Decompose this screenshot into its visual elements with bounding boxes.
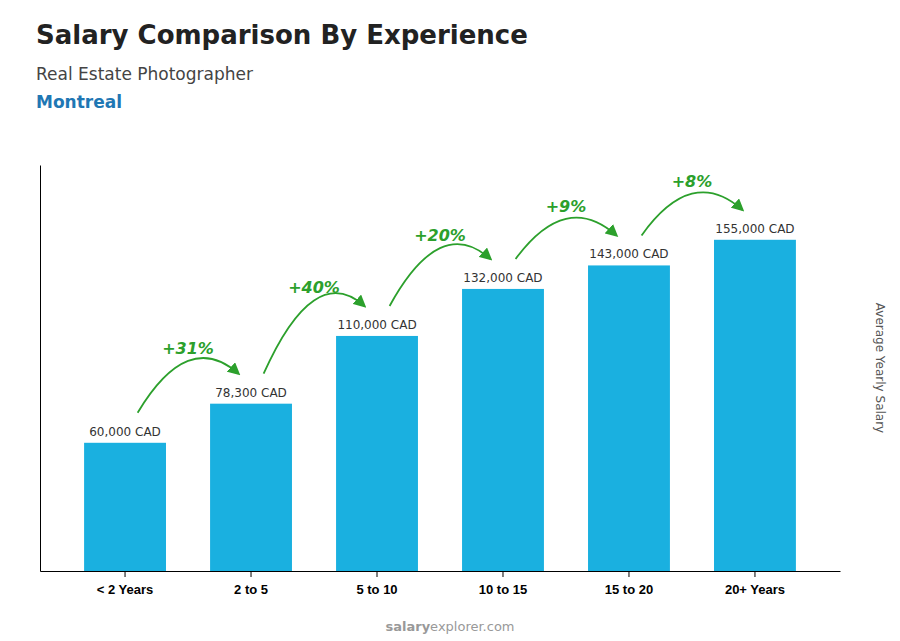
change-label: +9% (546, 197, 587, 216)
y-axis-title: Average Yearly Salary (873, 303, 887, 433)
watermark: salaryexplorer.com (385, 619, 514, 634)
x-tick-mark (628, 571, 629, 577)
title: Salary Comparison By Experience (36, 20, 528, 50)
x-tick-label: 15 to 20 (605, 582, 653, 597)
change-label: +40% (288, 278, 340, 297)
x-tick: 2 to 5 (234, 571, 268, 597)
x-tick-label: 10 to 15 (479, 582, 527, 597)
y-axis (40, 166, 41, 572)
x-tick-mark (251, 571, 252, 577)
x-tick-label: < 2 Years (97, 582, 154, 597)
watermark-part: salary (385, 619, 430, 634)
subtitle: Real Estate Photographer (36, 64, 253, 84)
change-arrow (138, 358, 239, 413)
x-tick-label: 5 to 10 (356, 582, 397, 597)
x-tick: < 2 Years (97, 571, 154, 597)
change-arrow (390, 244, 491, 306)
change-label: +8% (672, 172, 713, 191)
change-label: +31% (162, 339, 214, 358)
x-tick: 10 to 15 (479, 571, 527, 597)
change-arrow (516, 218, 617, 259)
change-arrow (642, 192, 743, 235)
chart: Salary Comparison By Experience Real Esta… (0, 0, 900, 641)
x-tick-mark (125, 571, 126, 577)
change-label: +20% (414, 226, 466, 245)
bar (210, 404, 292, 571)
change-arrow (264, 293, 365, 374)
data-label: 143,000 CAD (589, 247, 668, 261)
x-tick: 20+ Years (725, 571, 785, 597)
bar (588, 265, 670, 571)
bar (336, 336, 418, 571)
x-axis: < 2 Years 2 to 5 5 to 10 10 to 15 15 to 20 20… (41, 571, 841, 597)
bars (84, 240, 796, 571)
data-label: 155,000 CAD (715, 222, 794, 236)
data-label: 60,000 CAD (89, 425, 161, 439)
watermark-part: explorer.com (430, 619, 514, 634)
data-label: 78,300 CAD (215, 386, 287, 400)
x-tick: 5 to 10 (356, 571, 397, 597)
data-label: 132,000 CAD (463, 271, 542, 285)
x-axis-line (41, 571, 841, 572)
annotation: Montreal (36, 92, 122, 112)
x-tick-mark (377, 571, 378, 577)
data-labels: 60,000 CAD 78,300 CAD 110,000 CAD 132,000 C… (89, 222, 794, 439)
x-tick-mark (502, 571, 503, 577)
change-annotations: +31% +40% +20% +9% +8% (138, 172, 743, 413)
x-tick: 15 to 20 (605, 571, 653, 597)
y-axis-line (40, 166, 41, 572)
bar (84, 443, 166, 571)
x-tick-label: 20+ Years (725, 582, 785, 597)
data-label: 110,000 CAD (337, 318, 416, 332)
x-tick-mark (754, 571, 755, 577)
bar (714, 240, 796, 571)
x-tick-label: 2 to 5 (234, 582, 268, 597)
bar (462, 289, 544, 571)
